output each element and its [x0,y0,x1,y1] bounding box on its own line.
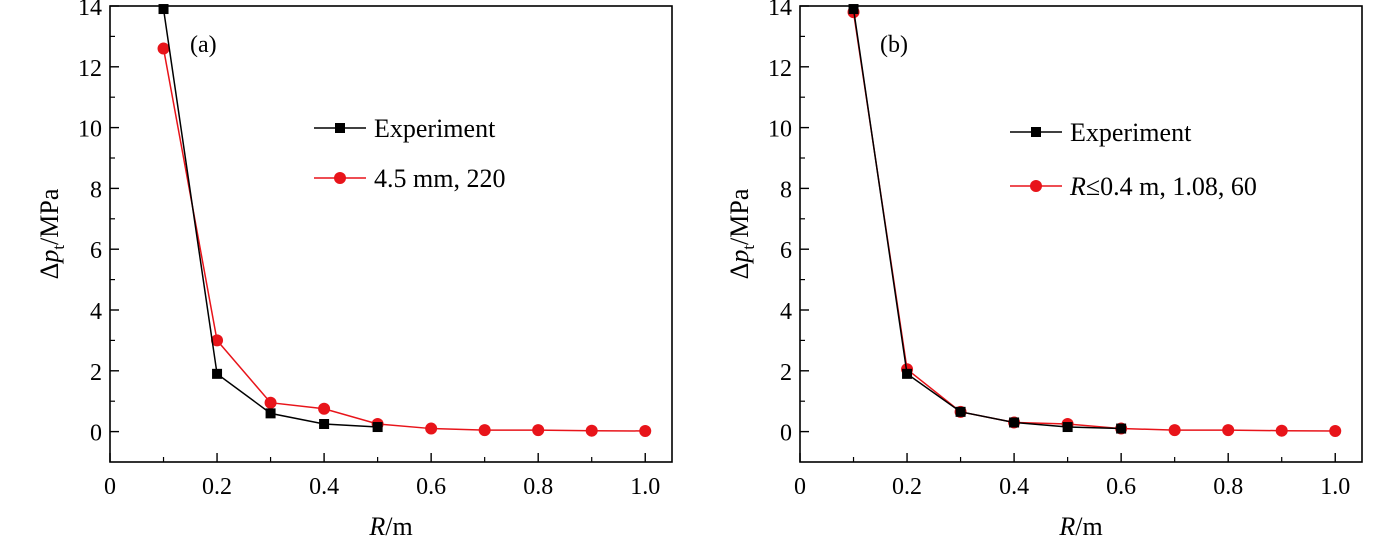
x-tick-label: 0.6 [416,474,446,500]
x-axis-symbol: R [1058,512,1075,541]
plot-frame [109,5,673,463]
y-axis-prefix: Δ [35,263,64,280]
legend-entry: R≤0.4 m, 1.08, 60 [1069,172,1257,201]
x-axis-label: R/m [1058,512,1102,541]
x-tick-label: 0.6 [1106,474,1136,500]
legend-entry-symbol: R [1069,172,1086,201]
x-tick-label: 1.0 [1320,474,1350,500]
data-point-square [1062,422,1073,433]
y-axis-symbol: p [35,250,64,265]
y-tick-label: 12 [768,56,792,82]
x-axis-unit: /m [1075,512,1102,541]
y-tick-label: 4 [780,299,792,325]
y-tick-label: 10 [768,117,792,143]
data-point-circle [211,334,224,347]
data-point-circle [478,424,491,437]
y-tick-label: 6 [780,238,792,264]
y-axis-unit: /MPa [35,188,64,245]
x-tick-label: 0.2 [892,474,922,500]
data-point-circle [585,424,598,437]
y-axis-subscript: t [49,245,68,250]
x-tick-label: 1.0 [630,474,660,500]
x-axis-symbol: R [368,512,385,541]
data-point-square [955,406,966,417]
y-tick-label: 8 [90,177,102,203]
y-tick-label: 6 [90,238,102,264]
data-point-circle [1329,424,1342,437]
y-tick-label: 4 [90,299,102,325]
series-line-experiment [162,8,378,428]
x-tick-label: 0 [794,474,806,500]
y-axis-prefix: Δ [725,263,754,280]
series-line-model [852,11,1336,432]
x-tick-label: 0.8 [1213,474,1243,500]
data-point-square [319,419,330,429]
y-axis-label: Δpt/MPa [725,188,758,279]
data-point-square [848,4,859,15]
plot-frame [799,5,1363,463]
data-point-square [212,368,223,379]
series-line-model [162,48,646,432]
x-axis-label: R/m [368,512,412,541]
y-tick-label: 14 [768,0,792,21]
y-axis-unit: /MPa [725,188,754,245]
data-point-circle [318,402,331,415]
legend-marker-square [1031,127,1041,137]
series-line-experiment [852,8,1122,430]
chart-panel-a: 0 0.2 0.4 0.6 0.8 1.0 0 2 4 6 8 10 12 14 R/m Δpt/MPa (a)… [35,0,673,541]
legend-marker-circle [1030,180,1042,192]
y-tick-label: 0 [780,421,792,447]
legend-entry: Experiment [374,114,496,143]
legend-marker-square [335,123,345,133]
panel-label: (b) [880,32,908,58]
data-point-circle [639,424,652,437]
data-point-square [902,368,913,379]
y-tick-label: 2 [90,360,102,386]
data-point-circle [1275,424,1288,437]
chart-panel-b: 0 0.2 0.4 0.6 0.8 1.0 0 2 4 6 8 10 12 14 R/m Δpt/MPa (b)… [725,0,1363,541]
y-tick-label: 14 [78,0,102,21]
y-axis-subscript: t [739,245,758,250]
data-point-circle [264,396,277,409]
y-tick-label: 8 [780,177,792,203]
y-tick-label: 0 [90,421,102,447]
data-point-circle [1168,424,1181,437]
data-point-circle [157,42,170,55]
data-point-square [372,422,383,433]
y-tick-label: 2 [780,360,792,386]
data-point-circle [1222,424,1235,437]
x-axis-unit: /m [385,512,412,541]
x-tick-label: 0 [104,474,116,500]
data-point-square [1009,417,1020,428]
y-axis-symbol: p [725,250,754,265]
legend-entry: 4.5 mm, 220 [374,164,505,193]
panel-label: (a) [190,32,217,58]
y-axis-label: Δpt/MPa [35,188,68,279]
data-point-circle [532,424,545,437]
y-tick-label: 12 [78,56,102,82]
data-point-circle [425,422,438,435]
data-point-square [158,4,169,15]
x-tick-label: 0.2 [202,474,232,500]
y-tick-label: 10 [78,117,102,143]
legend-entry: Experiment [1070,118,1192,147]
data-point-square [265,408,276,419]
legend-entry-text: ≤0.4 m, 1.08, 60 [1086,172,1257,201]
data-point-square [1116,423,1127,434]
x-tick-label: 0.4 [999,474,1029,500]
legend-marker-circle [334,172,346,184]
x-tick-label: 0.8 [523,474,553,500]
x-tick-label: 0.4 [309,474,339,500]
